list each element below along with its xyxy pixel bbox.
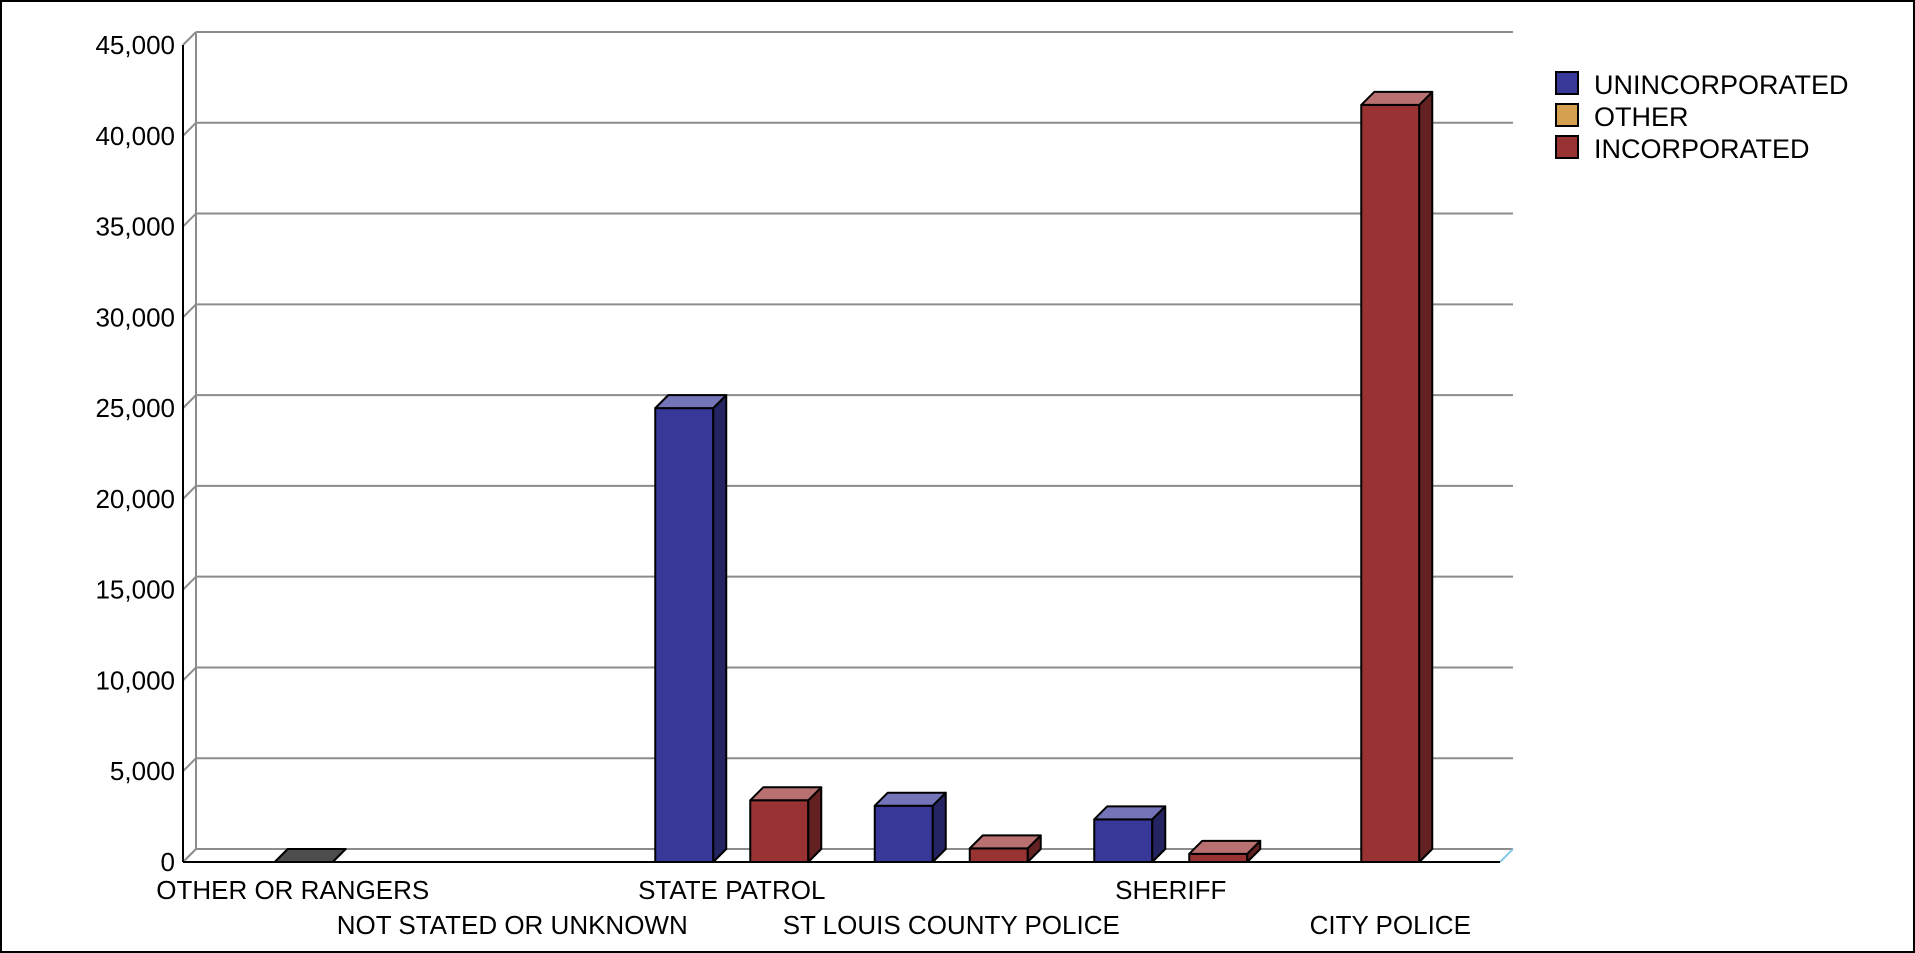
bar-2-2	[749, 786, 823, 863]
bar-5-2	[1360, 90, 1434, 863]
gridline-connector	[182, 485, 197, 500]
legend-swatch	[1555, 103, 1579, 127]
y-tick-label: 10,000	[95, 665, 175, 695]
y-tick-label: 40,000	[95, 121, 175, 151]
y-tick-label: 5,000	[110, 756, 175, 786]
y-tick-label: 30,000	[95, 302, 175, 332]
x-category-label: SHERIFF	[1115, 875, 1226, 905]
gridline-connector	[182, 122, 197, 137]
y-tick-label: 25,000	[95, 393, 175, 423]
gridline-connector	[182, 303, 197, 319]
x-category-label: OTHER OR RANGERS	[156, 875, 429, 905]
gridline-connector	[182, 757, 197, 772]
legend-swatch	[1555, 71, 1579, 95]
x-category-label: STATE PATROL	[638, 875, 825, 905]
x-category-label: CITY POLICE	[1310, 910, 1471, 940]
legend-label: INCORPORATED	[1594, 134, 1810, 164]
y-tick-label: 20,000	[95, 484, 175, 514]
floor-edge	[1499, 848, 1514, 863]
y-tick-label: 0	[161, 847, 175, 877]
bar-3-0	[873, 791, 947, 863]
bar-3-2	[968, 834, 1042, 863]
y-tick-label: 15,000	[95, 575, 175, 605]
gridline-connector	[182, 575, 197, 591]
bar-2-0	[654, 394, 728, 863]
gridline-connector	[182, 666, 197, 682]
x-category-label: ST LOUIS COUNTY POLICE	[783, 910, 1120, 940]
x-category-label: NOT STATED OR UNKNOWN	[337, 910, 688, 940]
gridline-connector	[182, 848, 197, 863]
gridline-connector	[182, 31, 197, 46]
y-tick-label: 45,000	[95, 30, 175, 60]
legend-label: OTHER	[1594, 102, 1689, 132]
legend-swatch	[1555, 135, 1579, 159]
bar-0-other	[273, 848, 347, 863]
bar-4-0	[1093, 805, 1167, 863]
bar-4-2	[1188, 839, 1262, 863]
gridline-connector	[182, 394, 197, 409]
legend-label: UNINCORPORATED	[1594, 70, 1849, 100]
gridline-connector	[182, 212, 197, 228]
y-tick-label: 35,000	[95, 212, 175, 242]
